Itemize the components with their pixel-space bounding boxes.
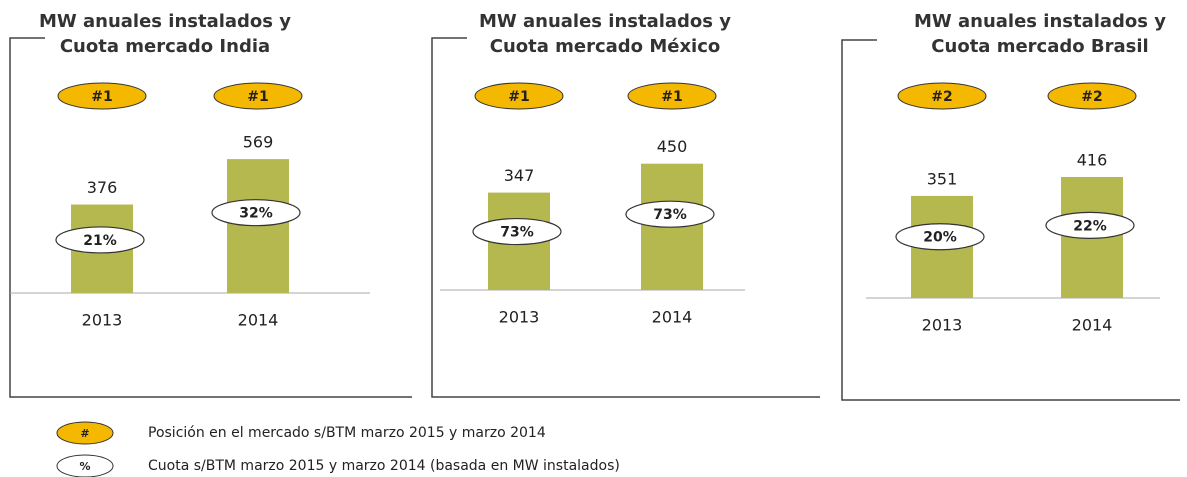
value-label: 416 <box>1077 150 1108 169</box>
x-tick-label: 2014 <box>1072 316 1113 335</box>
x-tick-label: 2013 <box>922 316 963 335</box>
rank-label: #1 <box>508 89 529 105</box>
rank-label: #1 <box>247 89 268 105</box>
rank-label: #2 <box>931 89 952 105</box>
rank-badge <box>57 82 147 110</box>
panel-bracket <box>841 39 1180 401</box>
chart-title: Cuota mercado India <box>60 36 270 57</box>
legend-symbol <box>56 454 114 477</box>
share-label: 22% <box>1073 218 1107 234</box>
rank-badge <box>897 82 987 110</box>
rank-badge <box>627 82 717 110</box>
value-label: 450 <box>657 137 688 156</box>
chart-title: MW anuales instalados y <box>39 11 291 32</box>
panel-bracket <box>431 37 820 398</box>
share-badge <box>55 226 145 254</box>
x-tick-label: 2014 <box>652 308 693 327</box>
rank-badge <box>474 82 564 110</box>
legend-symbol-label: % <box>79 460 90 473</box>
rank-badge <box>213 82 303 110</box>
rank-label: #1 <box>661 89 682 105</box>
share-label: 21% <box>83 233 117 249</box>
share-badge <box>1045 211 1135 239</box>
legend-symbol-label: # <box>80 427 89 440</box>
value-label: 347 <box>504 166 535 185</box>
value-label: 376 <box>87 178 118 197</box>
chart-title: Cuota mercado Brasil <box>931 36 1148 57</box>
x-tick-label: 2013 <box>499 308 540 327</box>
share-badge <box>625 200 715 228</box>
share-badge <box>472 217 562 246</box>
chart-title: MW anuales instalados y <box>914 11 1166 32</box>
x-tick-label: 2014 <box>238 311 279 330</box>
share-badge <box>211 199 301 227</box>
panel-bracket <box>9 37 412 398</box>
share-label: 32% <box>239 206 273 222</box>
legend-text: Cuota s/BTM marzo 2015 y marzo 2014 (bas… <box>148 458 620 474</box>
legend-text: Posición en el mercado s/BTM marzo 2015 … <box>148 425 546 441</box>
rank-badge <box>1047 82 1137 110</box>
share-label: 73% <box>500 225 534 241</box>
legend-symbol <box>56 421 114 445</box>
rank-label: #1 <box>91 89 112 105</box>
x-tick-label: 2013 <box>82 311 123 330</box>
share-badge <box>895 223 985 251</box>
chart-title: Cuota mercado México <box>490 36 721 57</box>
share-label: 73% <box>653 207 687 223</box>
share-label: 20% <box>923 230 957 246</box>
rank-label: #2 <box>1081 89 1102 105</box>
value-label: 351 <box>927 169 958 188</box>
chart-title: MW anuales instalados y <box>479 11 731 32</box>
value-label: 569 <box>243 133 274 152</box>
